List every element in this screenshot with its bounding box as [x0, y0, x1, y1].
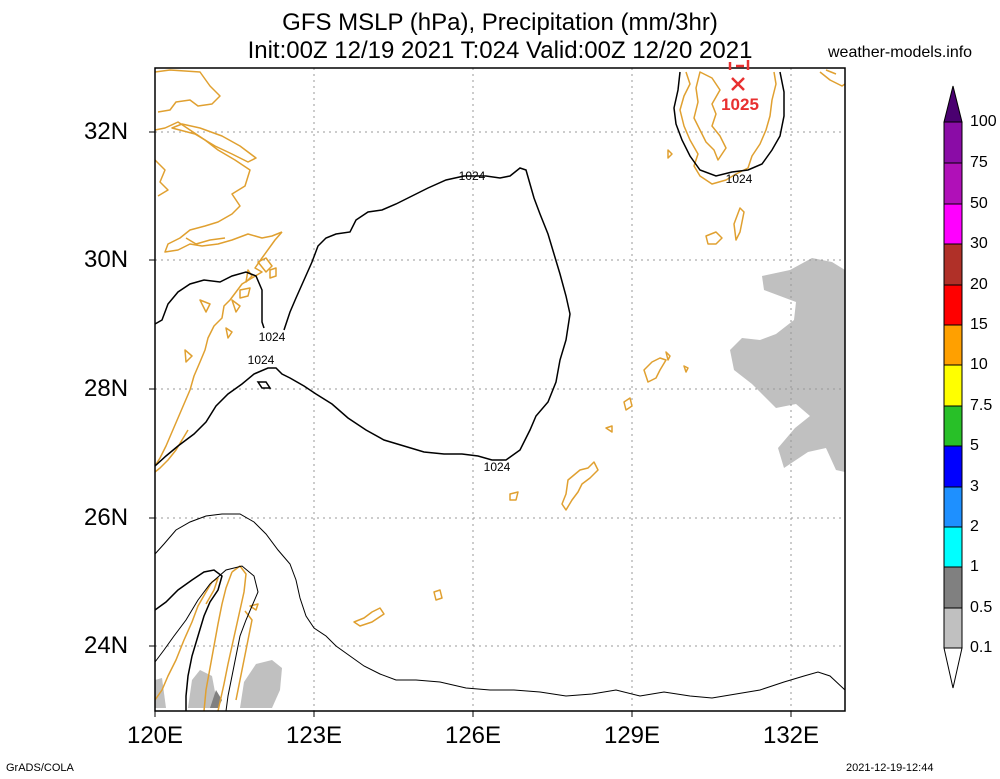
map-title-line2: Init:00Z 12/19 2021 T:024 Valid:00Z 12/2…	[247, 37, 753, 64]
precip-area-east-lower	[826, 440, 845, 472]
coast-amami	[643, 351, 689, 383]
isobar-bold-sw	[154, 569, 223, 711]
coast-japan-east	[819, 69, 846, 87]
colorbar-label-0-5: 0.5	[970, 599, 993, 616]
isobar-label-nw: 1024	[259, 330, 286, 344]
isobar-thin-south	[154, 513, 846, 699]
colorbar-75	[943, 162, 963, 205]
coast-china-inlet	[171, 123, 257, 163]
lon-label-120e: 120E	[126, 722, 184, 749]
colorbar-label-7-5: 7.5	[970, 397, 993, 414]
colorbar-50	[943, 203, 963, 245]
colorbar-100	[943, 121, 963, 164]
isobar-label-north: 1024	[459, 169, 486, 183]
colorbar-label-30: 30	[970, 235, 988, 252]
coastlines	[154, 69, 846, 712]
coast-osumi-islands	[667, 149, 745, 245]
colorbar-1	[943, 566, 963, 609]
colorbar-5	[943, 445, 963, 488]
lon-label-132e: 132E	[762, 722, 820, 749]
coast-taiwan	[203, 565, 253, 712]
coast-okinawa	[561, 461, 599, 511]
coast-ryukyu-small	[509, 397, 633, 501]
high-center-label: 1025	[721, 95, 759, 114]
axis-ticks	[149, 131, 792, 717]
colorbar-label-100: 100	[970, 113, 997, 130]
colorbar-15	[943, 324, 963, 366]
colorbar-label-0-1: 0.1	[970, 639, 993, 656]
isobars	[154, 71, 846, 712]
colorbar-7-5	[943, 405, 963, 447]
coast-kyushu	[679, 71, 777, 185]
footer-timestamp: 2021-12-19-12:44	[846, 762, 934, 774]
lat-label-30n: 30N	[84, 246, 129, 273]
high-center	[728, 60, 750, 91]
coast-china-north	[154, 69, 283, 253]
precip-area-sw-2	[240, 660, 282, 708]
colorbar-2	[943, 526, 963, 568]
isobar-label-japan: 1024	[726, 172, 753, 186]
footer-software: GrADS/COLA	[6, 762, 74, 774]
coast-china-shore	[154, 159, 226, 245]
map-title-line1: GFS MSLP (hPa), Precipitation (mm/3hr)	[282, 9, 718, 36]
precip-shading	[155, 258, 845, 708]
coast-fujian	[154, 299, 211, 473]
colorbar-bottom-cap	[943, 647, 963, 689]
lon-label-123e: 123E	[285, 722, 343, 749]
coast-zhejiang	[154, 231, 283, 467]
colorbar-top-cap	[943, 85, 963, 123]
colorbar-label-50: 50	[970, 195, 988, 212]
colorbar-label-20: 20	[970, 276, 988, 293]
colorbar-10	[943, 364, 963, 407]
colorbar-label-3: 3	[970, 478, 979, 495]
colorbar	[943, 85, 963, 689]
isobar-1024-nw	[154, 271, 265, 329]
colorbar-label-1: 1	[970, 558, 979, 575]
isobar-label-south: 1024	[484, 460, 511, 474]
isobar-label-west: 1024	[248, 353, 275, 367]
lat-label-32n: 32N	[84, 118, 129, 145]
colorbar-30	[943, 243, 963, 286]
lon-label-129e: 129E	[603, 722, 661, 749]
coast-china-south	[154, 577, 219, 701]
colorbar-20	[943, 284, 963, 326]
precip-area-sw-1	[188, 670, 218, 708]
coast-kyushu-2	[693, 71, 727, 161]
colorbar-label-15: 15	[970, 316, 988, 333]
isobar-1024-small	[256, 381, 272, 389]
graticule	[155, 68, 845, 711]
colorbar-0-5	[943, 607, 963, 649]
colorbar-label-5: 5	[970, 437, 979, 454]
coast-zhejiang-islands	[225, 257, 277, 339]
credit-label: weather-models.info	[828, 44, 973, 61]
colorbar-label-75: 75	[970, 154, 988, 171]
colorbar-label-2: 2	[970, 518, 979, 535]
lat-label-28n: 28N	[84, 375, 129, 402]
isobar-thin-taiwan	[154, 565, 259, 712]
isobar-1024-main	[154, 167, 571, 467]
colorbar-label-10: 10	[970, 356, 988, 373]
lat-label-26n: 26N	[84, 504, 129, 531]
precip-area-east	[730, 258, 845, 470]
isobar-1024-japan	[673, 71, 785, 177]
lat-label-24n: 24N	[84, 632, 129, 659]
colorbar-3	[943, 486, 963, 528]
coast-sakishima	[249, 589, 443, 627]
lon-label-126e: 126E	[444, 722, 502, 749]
